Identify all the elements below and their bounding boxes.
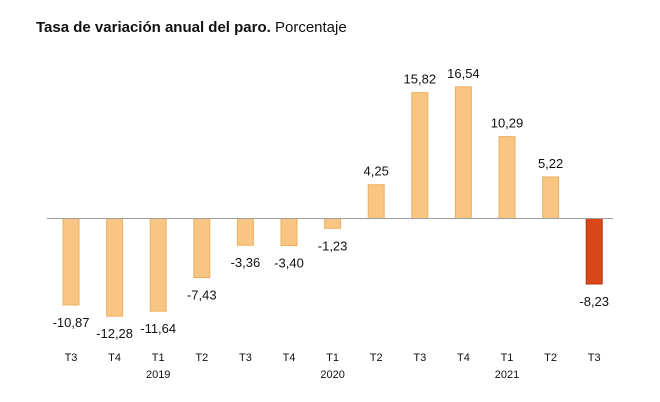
chart-title: Tasa de variación anual del paro. Porcen…: [36, 19, 347, 36]
x-tick-label-1: T4: [108, 352, 121, 364]
value-label-3: -7,43: [187, 288, 217, 303]
x-tick-label-9: T4: [457, 352, 470, 364]
year-labels-group: 2019 2020 2021: [146, 369, 519, 381]
bar-t3-0: [62, 218, 80, 306]
bar-t2-11: [542, 176, 560, 219]
value-label-9: 16,54: [447, 66, 480, 81]
bar-t1-2: [149, 218, 167, 312]
x-tick-label-3: T2: [195, 352, 208, 364]
x-tick-label-10: T1: [501, 352, 514, 364]
value-label-11: 5,22: [538, 156, 563, 171]
x-tick-label-2: T1: [152, 352, 165, 364]
x-tick-label-4: T3: [239, 352, 252, 364]
x-tick-labels-group: T3 T4 T1 T2 T3 T4 T1 T2 T3 T4 T1 T2 T3: [65, 352, 601, 364]
value-label-10: 10,29: [491, 116, 524, 131]
value-label-12: -8,23: [579, 294, 609, 309]
bar-t4-9: [454, 86, 472, 219]
bar-t1-6: [324, 218, 342, 229]
value-label-7: 4,25: [364, 164, 389, 179]
year-label-2020: 2020: [320, 369, 344, 381]
bars-group: [62, 86, 603, 317]
year-label-2019: 2019: [146, 369, 170, 381]
x-tick-label-11: T2: [544, 352, 557, 364]
bar-t3-4: [236, 218, 254, 246]
bar-t2-3: [193, 218, 211, 279]
x-tick-label-7: T2: [370, 352, 383, 364]
value-label-8: 15,82: [404, 72, 437, 87]
bar-t4-1: [106, 218, 124, 317]
bar-t3-8: [411, 92, 429, 219]
value-label-1: -12,28: [96, 326, 133, 341]
value-label-4: -3,36: [231, 255, 261, 270]
value-label-5: -3,40: [274, 256, 304, 271]
chart-title-main: Tasa de variación anual del paro.: [36, 19, 271, 36]
value-labels-group: -10,87 -12,28 -11,64 -7,43 -3,36 -3,40 -1,23 4,…: [53, 66, 609, 341]
bar-t4-5: [280, 218, 298, 247]
value-label-2: -11,64: [140, 321, 176, 336]
chart-title-unit: Porcentaje: [274, 19, 347, 36]
bar-t2-7: [367, 184, 385, 219]
x-tick-label-12: T3: [588, 352, 601, 364]
x-tick-label-5: T4: [283, 352, 296, 364]
year-label-2021: 2021: [495, 369, 519, 381]
x-tick-label-0: T3: [65, 352, 78, 364]
value-label-6: -1,23: [318, 238, 348, 253]
bar-t1-10: [498, 136, 516, 220]
bar-t3-12: [585, 218, 603, 285]
x-tick-label-6: T1: [326, 352, 339, 364]
x-tick-label-8: T3: [413, 352, 426, 364]
value-label-0: -10,87: [53, 315, 90, 330]
